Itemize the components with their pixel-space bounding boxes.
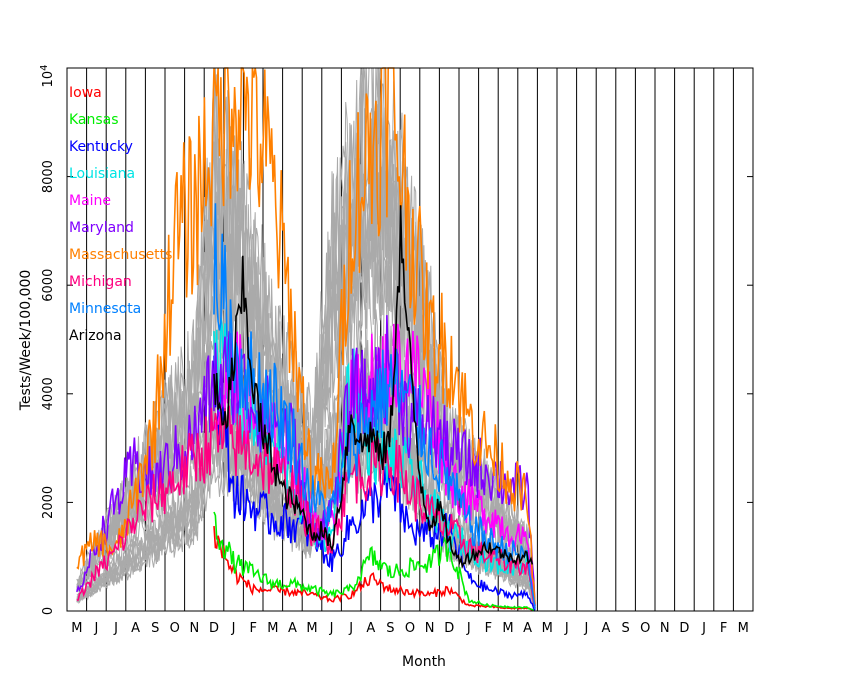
- legend-item: Michigan: [69, 274, 132, 290]
- legend-item: Kansas: [69, 112, 119, 128]
- x-tick-label: O: [405, 621, 415, 636]
- x-tick-label: J: [93, 621, 98, 636]
- series-line-kentucky: [213, 350, 536, 611]
- legend-item: Maryland: [69, 220, 134, 236]
- series-line-michigan: [76, 405, 536, 609]
- y-tick-label: 4000: [41, 377, 56, 410]
- x-tick-label: D: [679, 621, 689, 636]
- x-tick-label: J: [466, 621, 471, 636]
- x-tick-label: M: [738, 621, 749, 636]
- x-tick-label: J: [329, 621, 334, 636]
- series-line-kansas: [213, 511, 536, 612]
- x-tick-label: S: [386, 621, 394, 636]
- x-tick-label: O: [170, 621, 180, 636]
- legend-item: Iowa: [69, 85, 102, 101]
- legend: Iowa Kansas Kentucky Louisiana Maine Maryland…: [69, 85, 172, 344]
- x-tick-label: J: [348, 621, 353, 636]
- legend-item: Maine: [69, 193, 111, 209]
- y-axis-title: Tests/Week/100,000: [18, 270, 34, 412]
- x-tick-label: A: [288, 621, 297, 636]
- series-line-massachusetts: [76, 67, 536, 605]
- y-tick-label: 2000: [41, 486, 56, 519]
- x-tick-label: M: [502, 621, 513, 636]
- x-tick-label: S: [621, 621, 629, 636]
- x-tick-label: S: [151, 621, 159, 636]
- x-tick-label: A: [602, 621, 611, 636]
- y-tick-label: 0: [41, 607, 56, 615]
- x-tick-label: D: [209, 621, 219, 636]
- x-tick-label: J: [583, 621, 588, 636]
- x-tick-label: M: [306, 621, 317, 636]
- y-tick-label: 6000: [41, 269, 56, 302]
- x-tick-label: F: [249, 621, 256, 636]
- x-tick-label: N: [425, 621, 435, 636]
- x-tick-label: F: [720, 621, 727, 636]
- x-tick-label: D: [444, 621, 454, 636]
- legend-item: Kentucky: [69, 139, 133, 155]
- x-tick-label: A: [131, 621, 140, 636]
- x-tick-label: J: [231, 621, 236, 636]
- series-line-minnesota: [213, 203, 536, 609]
- x-tick-label: N: [660, 621, 670, 636]
- x-tick-label: N: [190, 621, 200, 636]
- y-tick-label-top: 104: [39, 65, 56, 88]
- series-lines: [76, 67, 536, 612]
- x-tick-label: O: [640, 621, 650, 636]
- x-tick-label: A: [366, 621, 375, 636]
- x-tick-label: M: [267, 621, 278, 636]
- legend-item: Minnesota: [69, 301, 141, 317]
- x-tick-label: J: [701, 621, 706, 636]
- x-tick-label: A: [523, 621, 532, 636]
- legend-item: Louisiana: [69, 166, 135, 182]
- x-tick-label: J: [564, 621, 569, 636]
- legend-item: Massachusetts: [69, 247, 172, 263]
- legend-item: Arizona: [69, 328, 122, 344]
- plot-frame: [66, 67, 754, 612]
- y-tick-label: 8000: [41, 160, 56, 193]
- x-tick-label: M: [71, 621, 82, 636]
- series-line-arizona: [213, 205, 534, 570]
- x-axis-title: Month: [402, 654, 446, 670]
- series-line-iowa: [213, 526, 536, 612]
- x-tick-label: F: [485, 621, 492, 636]
- x-tick-label: M: [542, 621, 553, 636]
- x-tick-label: J: [113, 621, 118, 636]
- y-axis: 0 2000 4000 6000 8000 104: [39, 65, 753, 615]
